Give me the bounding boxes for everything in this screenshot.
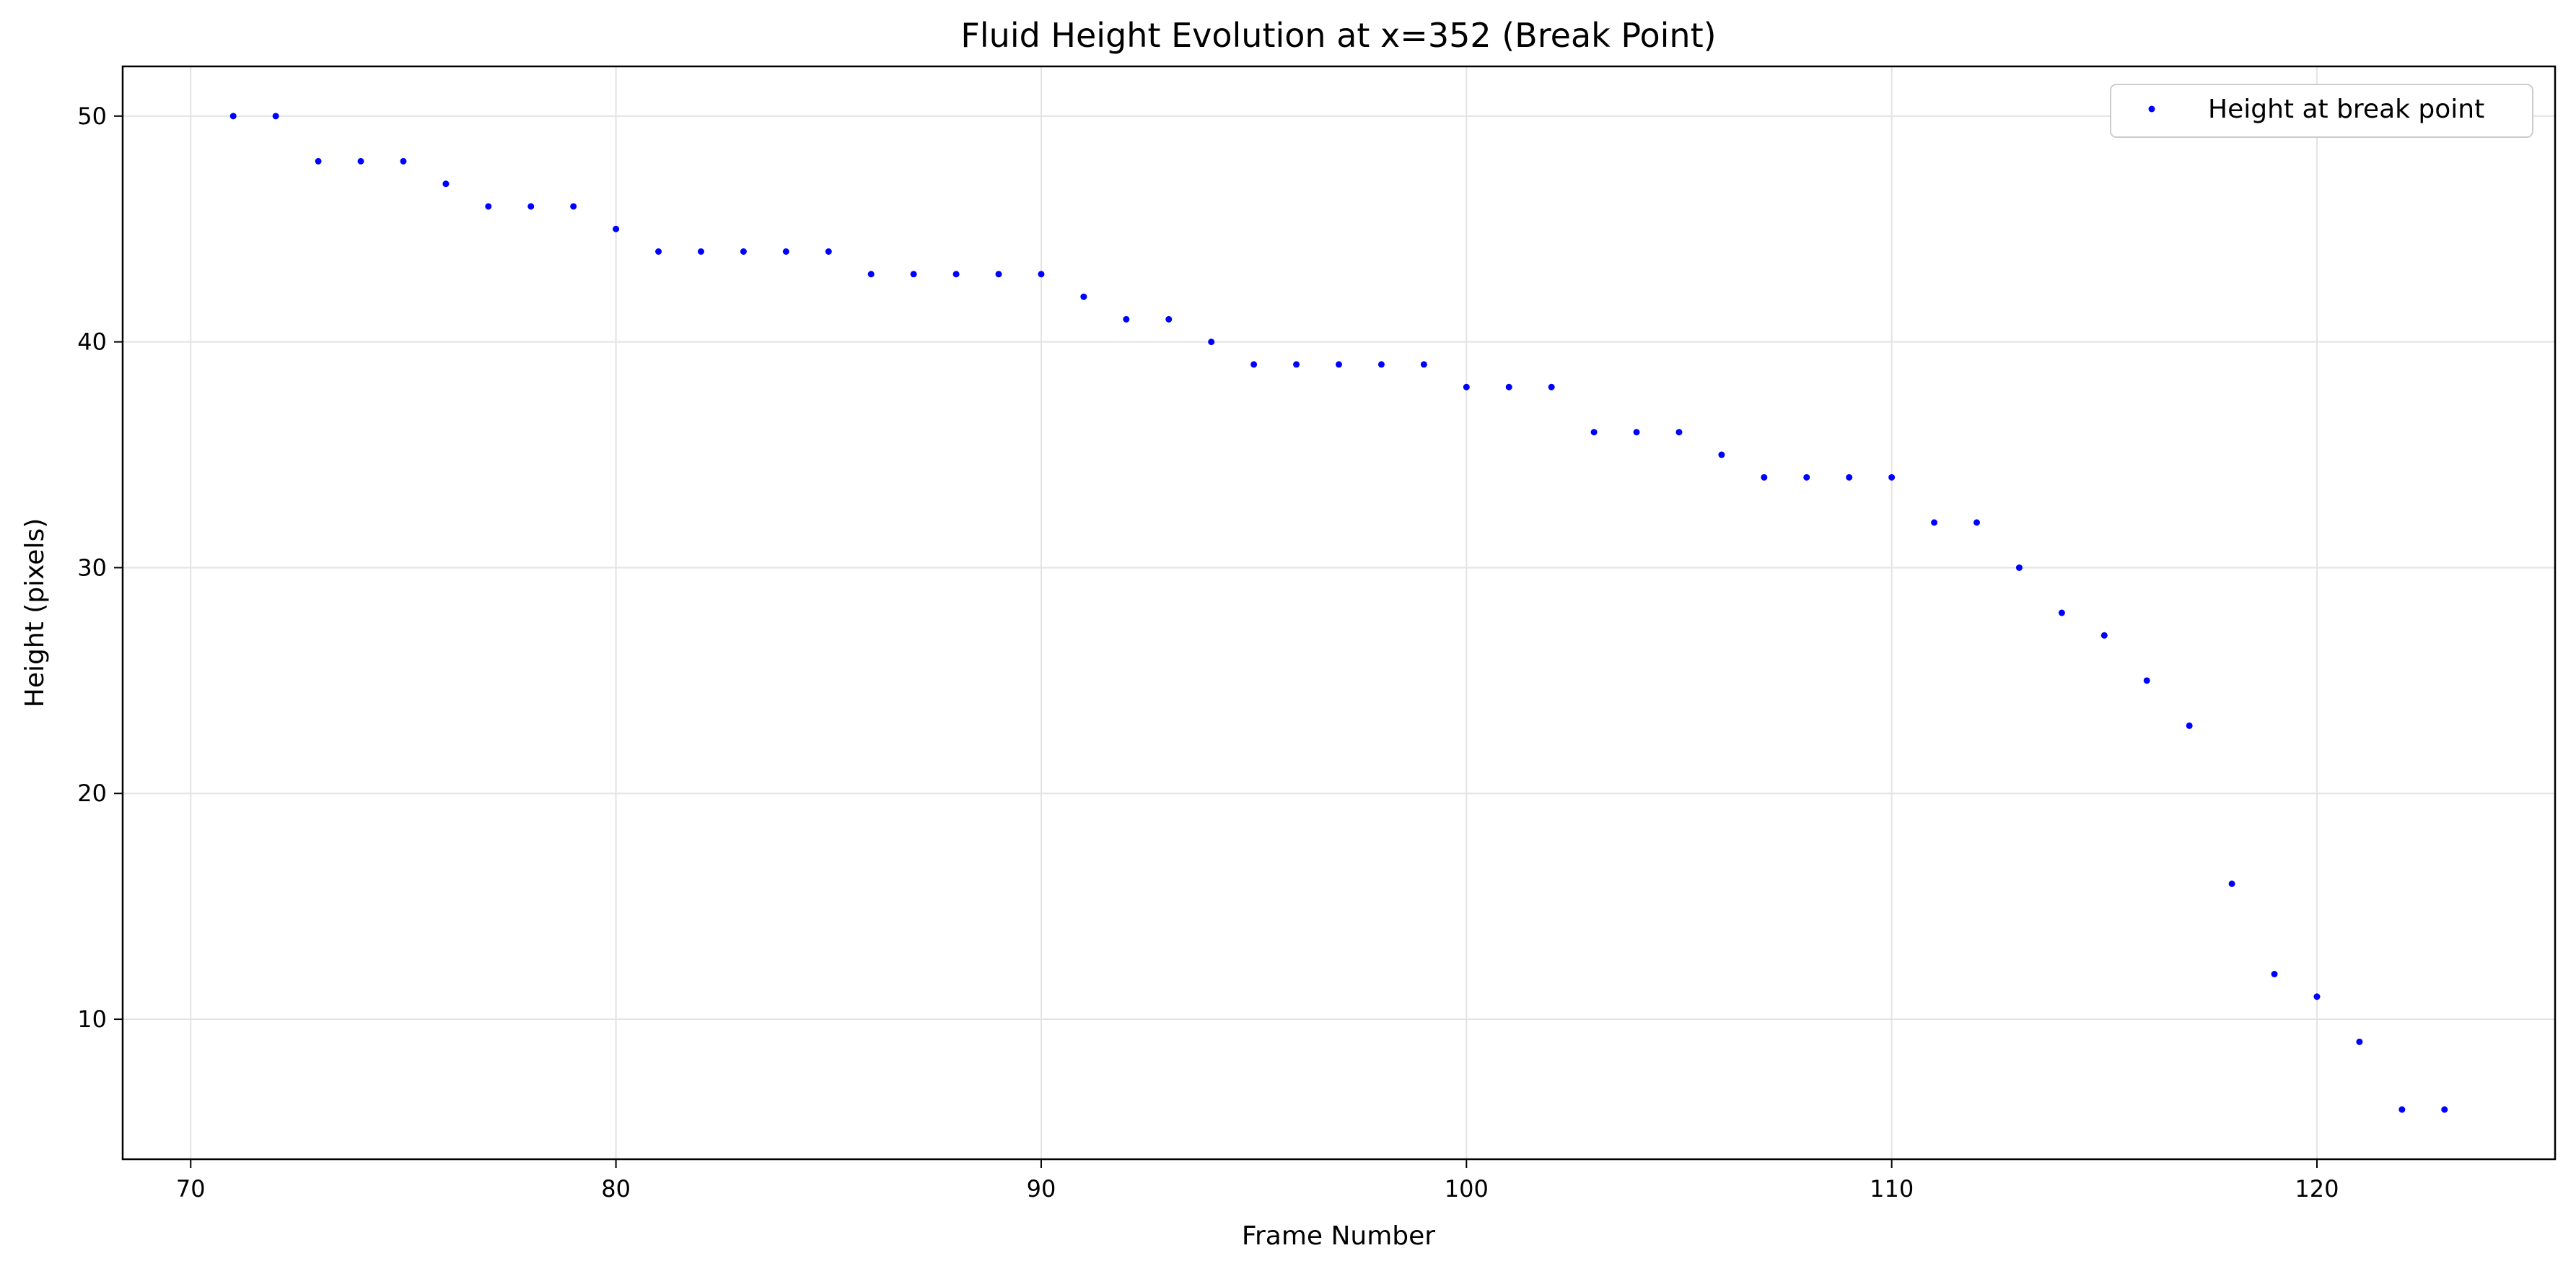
data-point — [697, 248, 704, 256]
data-point — [1336, 361, 1342, 368]
data-point — [2271, 970, 2278, 977]
data-point — [442, 180, 450, 188]
legend: Height at break point — [2110, 84, 2533, 138]
data-point — [2398, 1106, 2406, 1113]
x-tick-label: 120 — [2295, 1175, 2339, 1203]
data-point — [1505, 383, 1512, 391]
x-tick-label: 70 — [176, 1175, 206, 1203]
data-point — [1718, 451, 1725, 458]
data-point — [995, 271, 1002, 278]
data-point — [2228, 880, 2235, 887]
data-point — [867, 271, 875, 278]
x-tick-label: 80 — [601, 1175, 631, 1203]
data-point — [1463, 383, 1470, 391]
data-point — [782, 248, 789, 256]
y-axis-label: Height (pixels) — [20, 518, 50, 708]
x-axis-label: Frame Number — [1242, 1221, 1435, 1251]
y-tick-label: 20 — [77, 780, 107, 807]
data-point — [1846, 474, 1853, 481]
data-point — [2143, 677, 2150, 684]
data-point — [1931, 519, 1938, 526]
data-point — [740, 248, 747, 256]
data-point — [485, 203, 492, 210]
data-point — [357, 157, 364, 165]
data-point — [2100, 632, 2108, 639]
y-tick-label: 50 — [77, 102, 107, 130]
data-point — [1165, 315, 1173, 323]
data-point — [1675, 429, 1683, 436]
plot-frame — [121, 65, 2557, 1161]
data-point — [2015, 564, 2023, 571]
data-point — [910, 271, 917, 278]
data-point — [1377, 361, 1385, 368]
data-point — [1973, 519, 1981, 526]
data-point — [1888, 474, 1896, 481]
data-point — [2058, 609, 2065, 616]
grid — [123, 66, 2555, 1159]
data-point — [1590, 429, 1598, 436]
x-tick-label: 100 — [1445, 1175, 1489, 1203]
data-point — [272, 113, 279, 120]
x-tick-label: 90 — [1027, 1175, 1056, 1203]
data-point — [1293, 361, 1300, 368]
x-tick-label: 110 — [1870, 1175, 1914, 1203]
data-point — [1548, 383, 1555, 391]
data-point — [2441, 1106, 2448, 1113]
data-point — [1633, 429, 1640, 436]
data-point — [570, 203, 577, 210]
data-point — [1123, 315, 1130, 323]
data-point — [655, 248, 662, 256]
data-point — [2313, 993, 2321, 1000]
y-tick-label: 30 — [77, 554, 107, 581]
scatter-points — [229, 113, 2448, 1113]
data-point — [613, 225, 620, 232]
data-point — [825, 248, 832, 256]
legend-box — [2110, 84, 2533, 138]
data-point — [1208, 339, 1215, 346]
data-point — [2186, 722, 2193, 729]
data-point — [1803, 474, 1810, 481]
data-point — [1250, 361, 1258, 368]
chart-title: Fluid Height Evolution at x=352 (Break P… — [960, 16, 1716, 55]
data-point — [527, 203, 535, 210]
data-point — [1080, 293, 1087, 300]
data-point — [952, 271, 960, 278]
legend-marker — [2148, 105, 2155, 113]
data-point — [1038, 271, 1045, 278]
data-point — [1761, 474, 1768, 481]
data-point — [400, 157, 407, 165]
data-point — [1420, 361, 1427, 368]
y-tick-label: 10 — [77, 1005, 107, 1033]
data-point — [315, 157, 322, 165]
legend-label: Height at break point — [2208, 95, 2484, 124]
y-tick-label: 40 — [77, 328, 107, 356]
data-point — [2356, 1038, 2363, 1045]
axis-ticks: 70 80 90 100 110 120 10 20 30 40 50 — [77, 102, 2339, 1203]
data-point — [229, 113, 237, 120]
